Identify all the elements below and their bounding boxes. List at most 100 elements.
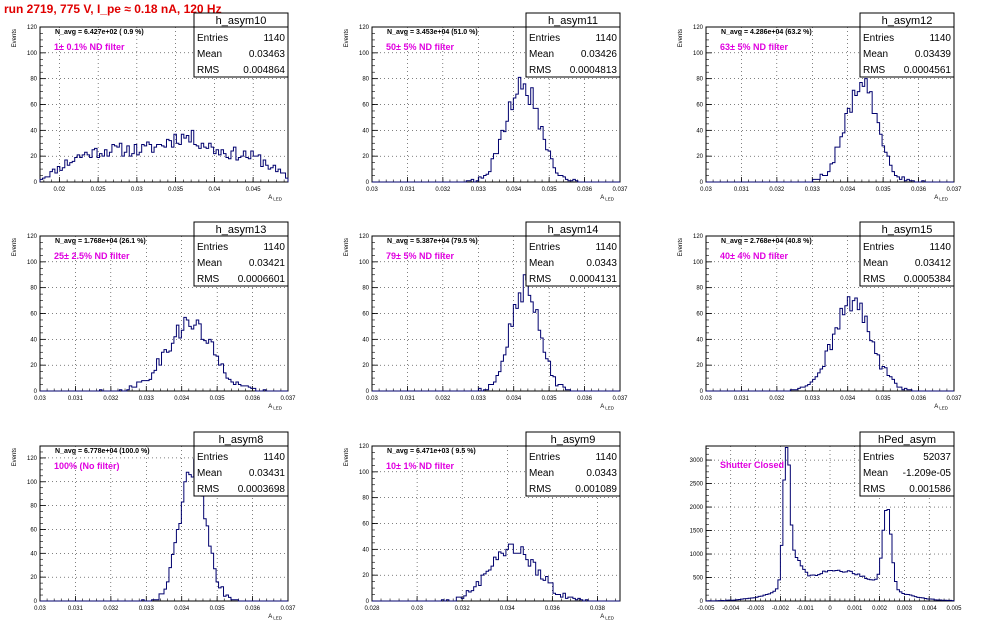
stats-value: 0.0343	[586, 468, 617, 479]
x-tick-label: -0.002	[772, 606, 790, 612]
stats-label: Entries	[529, 242, 560, 253]
x-tick-label: 0.035	[542, 187, 558, 193]
y-axis-label: Events	[344, 29, 350, 47]
x-tick-label: 0.034	[840, 187, 856, 193]
stats-value: 1140	[595, 242, 617, 253]
x-axis-label: ALED	[600, 195, 615, 202]
histogram-line	[372, 543, 620, 602]
y-tick-label: 120	[359, 25, 370, 31]
stats-value: 1140	[263, 452, 285, 463]
x-tick-label: 0.034	[174, 396, 190, 402]
stats-box	[859, 235, 955, 287]
filter-annotation: 25± 2.5% ND filter	[54, 251, 130, 261]
y-tick-label: 60	[696, 103, 703, 109]
x-tick-label: 0.033	[139, 606, 155, 612]
x-tick-label: 0.031	[400, 396, 416, 402]
y-tick-label: 60	[30, 312, 37, 318]
x-tick-label: -0.005	[697, 606, 715, 612]
x-tick-label: 0.032	[435, 187, 451, 193]
x-axis-label: ALED	[600, 404, 615, 411]
y-tick-label: 100	[693, 51, 704, 57]
y-tick-label: 100	[27, 480, 38, 486]
y-tick-label: 0	[34, 389, 38, 395]
x-axis-label: ALED	[268, 195, 283, 202]
histogram-name: h_asym13	[216, 224, 267, 236]
stats-value: 0.001089	[575, 484, 617, 495]
stats-value: 0.0005384	[904, 274, 952, 285]
stats-label: RMS	[863, 65, 886, 76]
y-tick-label: 500	[693, 576, 704, 582]
stats-label: Entries	[197, 33, 228, 44]
navg-annotation: N_avg = 5.387e+04 (79.5 %)	[387, 238, 478, 245]
y-tick-label: 60	[30, 527, 37, 533]
stats-box	[193, 445, 289, 497]
x-tick-label: 0.036	[911, 187, 927, 193]
stats-box	[525, 26, 621, 78]
stats-box	[193, 26, 289, 78]
stats-label: Entries	[863, 452, 894, 463]
navg-annotation: N_avg = 4.286e+04 (63.2 %)	[721, 29, 812, 36]
y-tick-label: 80	[362, 286, 369, 292]
histogram-name: h_asym12	[882, 15, 933, 27]
histogram-name: h_asym10	[216, 15, 267, 27]
histogram-line	[706, 296, 954, 392]
x-axis-label: ALED	[268, 404, 283, 411]
histogram-panel-h_asym10: 0.02 0.025 0.03 0.035 0.04 0.045 0 20 40 60 80 100 1…	[12, 12, 289, 202]
stats-label: Entries	[529, 452, 560, 463]
stats-value: 1140	[929, 33, 951, 44]
y-tick-label: 40	[30, 551, 37, 557]
y-tick-label: 40	[362, 547, 369, 553]
filter-annotation: 1± 0.1% ND filter	[54, 42, 125, 52]
stats-value: 0.0004561	[904, 65, 952, 76]
y-tick-label: 40	[696, 128, 703, 134]
y-tick-label: 20	[30, 575, 37, 581]
y-tick-label: 0	[700, 180, 704, 186]
stats-label: Mean	[197, 49, 222, 60]
stats-value: 0.03426	[581, 49, 618, 60]
y-tick-label: 120	[27, 25, 38, 31]
y-axis-label: Events	[12, 238, 18, 256]
histogram-line	[372, 76, 620, 183]
stats-value: 0.004864	[243, 65, 285, 76]
histogram-panel-hPed_asym: -0.005 -0.004 -0.003 -0.002 -0.001 0 0.001 0.00…	[690, 431, 962, 612]
stats-value: 0.03463	[249, 49, 286, 60]
x-tick-label: 0.03	[700, 396, 712, 402]
stats-value: 1140	[263, 33, 285, 44]
x-tick-label: 0.034	[174, 606, 190, 612]
y-tick-label: 100	[359, 260, 370, 266]
stats-label: Entries	[863, 33, 894, 44]
stats-value: -1.209e-05	[903, 468, 952, 479]
histogram-name: hPed_asym	[878, 434, 936, 446]
filter-annotation: 40± 4% ND filter	[720, 251, 788, 261]
y-tick-label: 2500	[690, 482, 704, 488]
stats-label: Mean	[197, 258, 222, 269]
x-axis-label: ALED	[268, 614, 283, 621]
y-tick-label: 100	[359, 470, 370, 476]
y-tick-label: 20	[30, 154, 37, 160]
x-tick-label: 0.03	[34, 606, 46, 612]
filter-annotation: 10± 1% ND filter	[386, 461, 454, 471]
y-tick-label: 1000	[690, 552, 704, 558]
x-tick-label: 0.001	[847, 606, 863, 612]
x-tick-label: 0.031	[68, 606, 84, 612]
stats-label: RMS	[863, 484, 886, 495]
y-tick-label: 40	[362, 128, 369, 134]
x-tick-label: 0.037	[280, 606, 296, 612]
x-tick-label: 0.035	[876, 187, 892, 193]
navg-annotation: N_avg = 1.768e+04 (26.1 %)	[55, 238, 146, 245]
x-tick-label: 0.03	[366, 396, 378, 402]
y-tick-label: 80	[30, 77, 37, 83]
stats-label: Entries	[529, 33, 560, 44]
x-axis-label: ALED	[600, 614, 615, 621]
x-tick-label: -0.004	[722, 606, 740, 612]
x-tick-label: 0.035	[168, 187, 184, 193]
y-axis-label: Events	[12, 448, 18, 466]
stats-value: 1140	[595, 33, 617, 44]
x-tick-label: 0.03	[700, 187, 712, 193]
y-tick-label: 40	[30, 337, 37, 343]
x-tick-label: 0.002	[872, 606, 888, 612]
stats-box	[193, 235, 289, 287]
y-tick-label: 80	[30, 504, 37, 510]
histogram-line	[40, 316, 288, 392]
x-tick-label: 0.037	[612, 396, 628, 402]
